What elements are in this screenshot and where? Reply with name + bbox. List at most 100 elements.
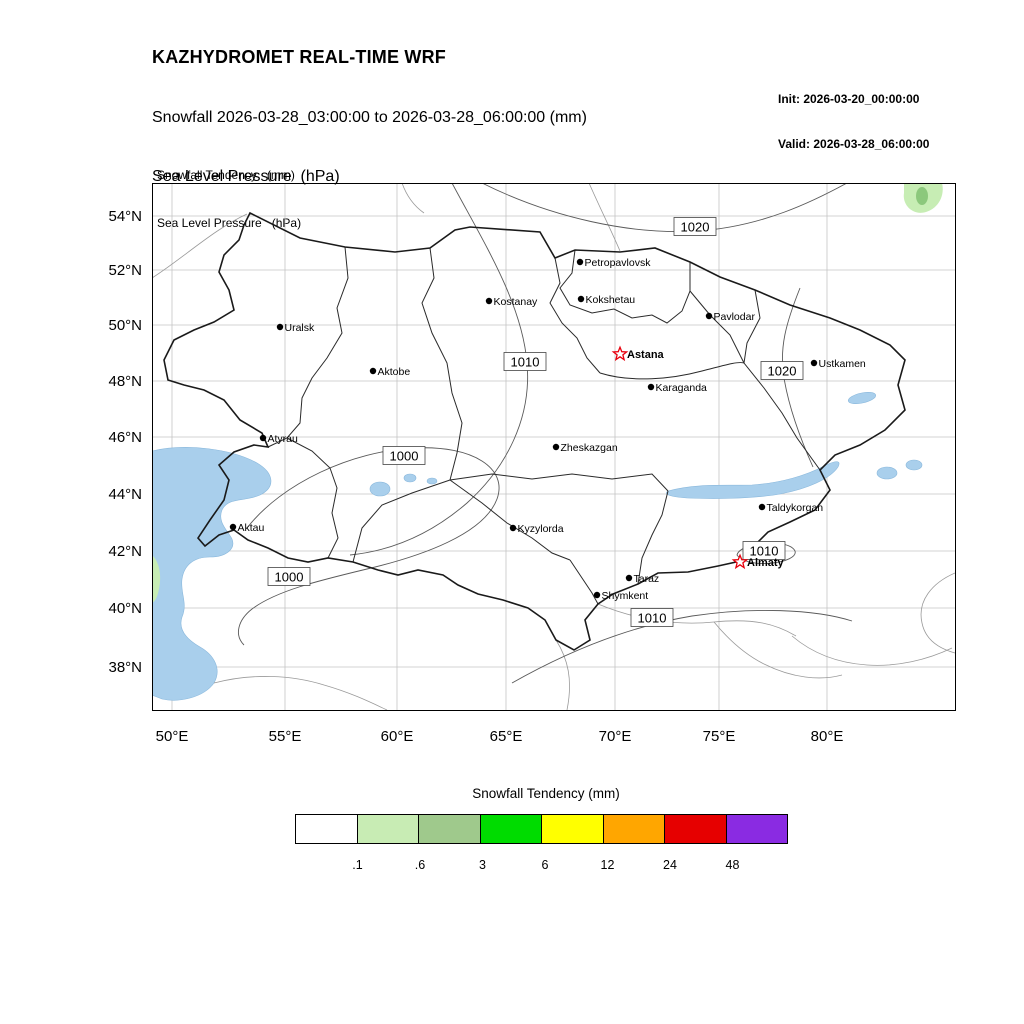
lon-axis-label: 75°E	[703, 728, 736, 745]
city-label: Kokshetau	[586, 294, 636, 306]
valid-time: Valid: 2026-03-28_06:00:00	[778, 137, 930, 151]
snow-patch-west	[152, 555, 161, 603]
aral-sea-north	[369, 481, 391, 497]
capital-label: Astana	[627, 349, 665, 361]
city-marker	[485, 297, 493, 305]
city-marker	[625, 574, 633, 582]
pressure-label-box	[630, 608, 674, 627]
city-label: Petropavlovsk	[585, 257, 652, 269]
lon-axis-label: 60°E	[381, 728, 414, 745]
lon-axis-label: 55°E	[269, 728, 302, 745]
city-marker	[593, 591, 601, 599]
foreign-borders	[152, 183, 955, 710]
lat-axis-label: 48°N	[108, 373, 142, 390]
axis-labels: 54°N 52°N 50°N 48°N 46°N 44°N 42°N 40°N 38°N 50°E…	[108, 208, 843, 745]
lat-axis-label: 40°N	[108, 600, 142, 617]
city-marker	[276, 323, 284, 331]
lat-axis-label: 38°N	[108, 659, 142, 676]
city-marker	[552, 443, 560, 451]
init-time: Init: 2026-03-20_00:00:00	[778, 92, 920, 106]
pressure-label: 1010	[511, 355, 540, 370]
colorbar-box	[725, 814, 788, 844]
lat-axis-label: 52°N	[108, 262, 142, 279]
header-subtitle-pressure: Sea Level Pressure (hPa)	[152, 168, 340, 185]
city-label: Atyrau	[268, 433, 299, 445]
header: KAZHYDROMET REAL-TIME WRF Snowfall 2026-…	[152, 8, 587, 224]
city-label: Pavlodar	[714, 311, 756, 323]
lon-axis-label: 50°E	[156, 728, 189, 745]
colorbar-box	[418, 814, 481, 844]
city-marker	[705, 312, 713, 320]
lon-axis-label: 70°E	[599, 728, 632, 745]
colorbar-box	[295, 814, 358, 844]
capital-group: Astana Almaty	[612, 346, 785, 569]
city-label: Kyzylorda	[518, 523, 564, 535]
city-marker	[810, 359, 818, 367]
graticule	[152, 183, 955, 710]
contour-1020-north	[481, 183, 848, 232]
city-label: Karaganda	[656, 382, 708, 394]
city-label: Kostanay	[494, 296, 539, 308]
lon-axis-label: 65°E	[490, 728, 523, 745]
city-marker	[758, 503, 766, 511]
city-marker	[576, 258, 584, 266]
init-valid-block: Init: 2026-03-20_00:00:00 Valid: 2026-03…	[778, 62, 929, 182]
city-marker	[229, 523, 237, 531]
colorbar-box	[356, 814, 419, 844]
city-label: Taldykorgan	[767, 502, 824, 514]
city-label: Aktau	[238, 522, 265, 534]
colorbar-tick-label: 12	[600, 858, 615, 872]
lon-axis-label: 80°E	[811, 728, 844, 745]
contour-1000-loop	[237, 447, 500, 646]
colorbar-tick-label: 24	[663, 858, 677, 872]
lake-zaysan	[847, 392, 877, 404]
map-frame	[152, 183, 956, 711]
contour-1010-central	[349, 183, 529, 556]
map-canvas: 1020 1010 1020 1000 1000 1010 1010 Petropavlov…	[108, 183, 956, 745]
pressure-label-box	[742, 541, 786, 560]
pressure-label-box	[673, 217, 717, 236]
city-label: Taraz	[634, 573, 660, 585]
lat-axis-label: 50°N	[108, 317, 142, 334]
small-lake	[905, 459, 923, 471]
water-bodies	[152, 392, 923, 701]
legend-pressure-line: Sea Level Pressure (hPa)	[157, 216, 302, 230]
snow-patch-northeast-core	[916, 187, 928, 205]
oblast-borders	[267, 246, 821, 605]
city-marker	[259, 434, 267, 442]
colorbar-box	[541, 814, 604, 844]
colorbar-tick-label: 48	[725, 858, 740, 872]
pressure-label: 1000	[275, 570, 304, 585]
colorbar-box	[602, 814, 665, 844]
lat-axis-label: 54°N	[108, 208, 142, 225]
legend-snowfall-line: Snowfall Tendency (mm)	[157, 168, 295, 182]
contour-1010-south	[511, 609, 853, 684]
city-label: Uralsk	[285, 322, 316, 334]
pressure-label-box	[503, 352, 547, 371]
small-lake	[403, 473, 417, 483]
city-label: Aktobe	[378, 366, 411, 378]
colorbar-box	[664, 814, 727, 844]
city-marker	[647, 383, 655, 391]
colorbar-boxes	[295, 814, 797, 844]
lat-axis-label: 46°N	[108, 429, 142, 446]
colorbar-tick-label: 6	[541, 858, 549, 872]
map-field-legend: Snowfall Tendency (mm) Sea Level Pressur…	[157, 135, 301, 263]
colorbar: Snowfall Tendency (mm) .1 .6 3 6 12 24 48	[295, 786, 797, 874]
city-label: Ustkamen	[819, 358, 866, 370]
snowfall-shading	[152, 183, 943, 603]
capital-label: Almaty	[747, 557, 785, 569]
colorbar-tick-label: 3	[479, 858, 486, 872]
page-title: KAZHYDROMET REAL-TIME WRF	[152, 47, 446, 67]
pressure-label: 1020	[768, 364, 797, 379]
colorbar-tick-label: .6	[414, 858, 426, 872]
lake-balkhash	[666, 461, 840, 499]
city-marker	[369, 367, 377, 375]
pressure-label: 1020	[681, 220, 710, 235]
city-group: Petropavlovsk Kostanay Kokshetau Pavlodar Ur…	[229, 257, 866, 602]
caspian-sea	[152, 447, 272, 701]
colorbar-box	[479, 814, 542, 844]
lat-axis-label: 42°N	[108, 543, 142, 560]
city-marker	[509, 524, 517, 532]
